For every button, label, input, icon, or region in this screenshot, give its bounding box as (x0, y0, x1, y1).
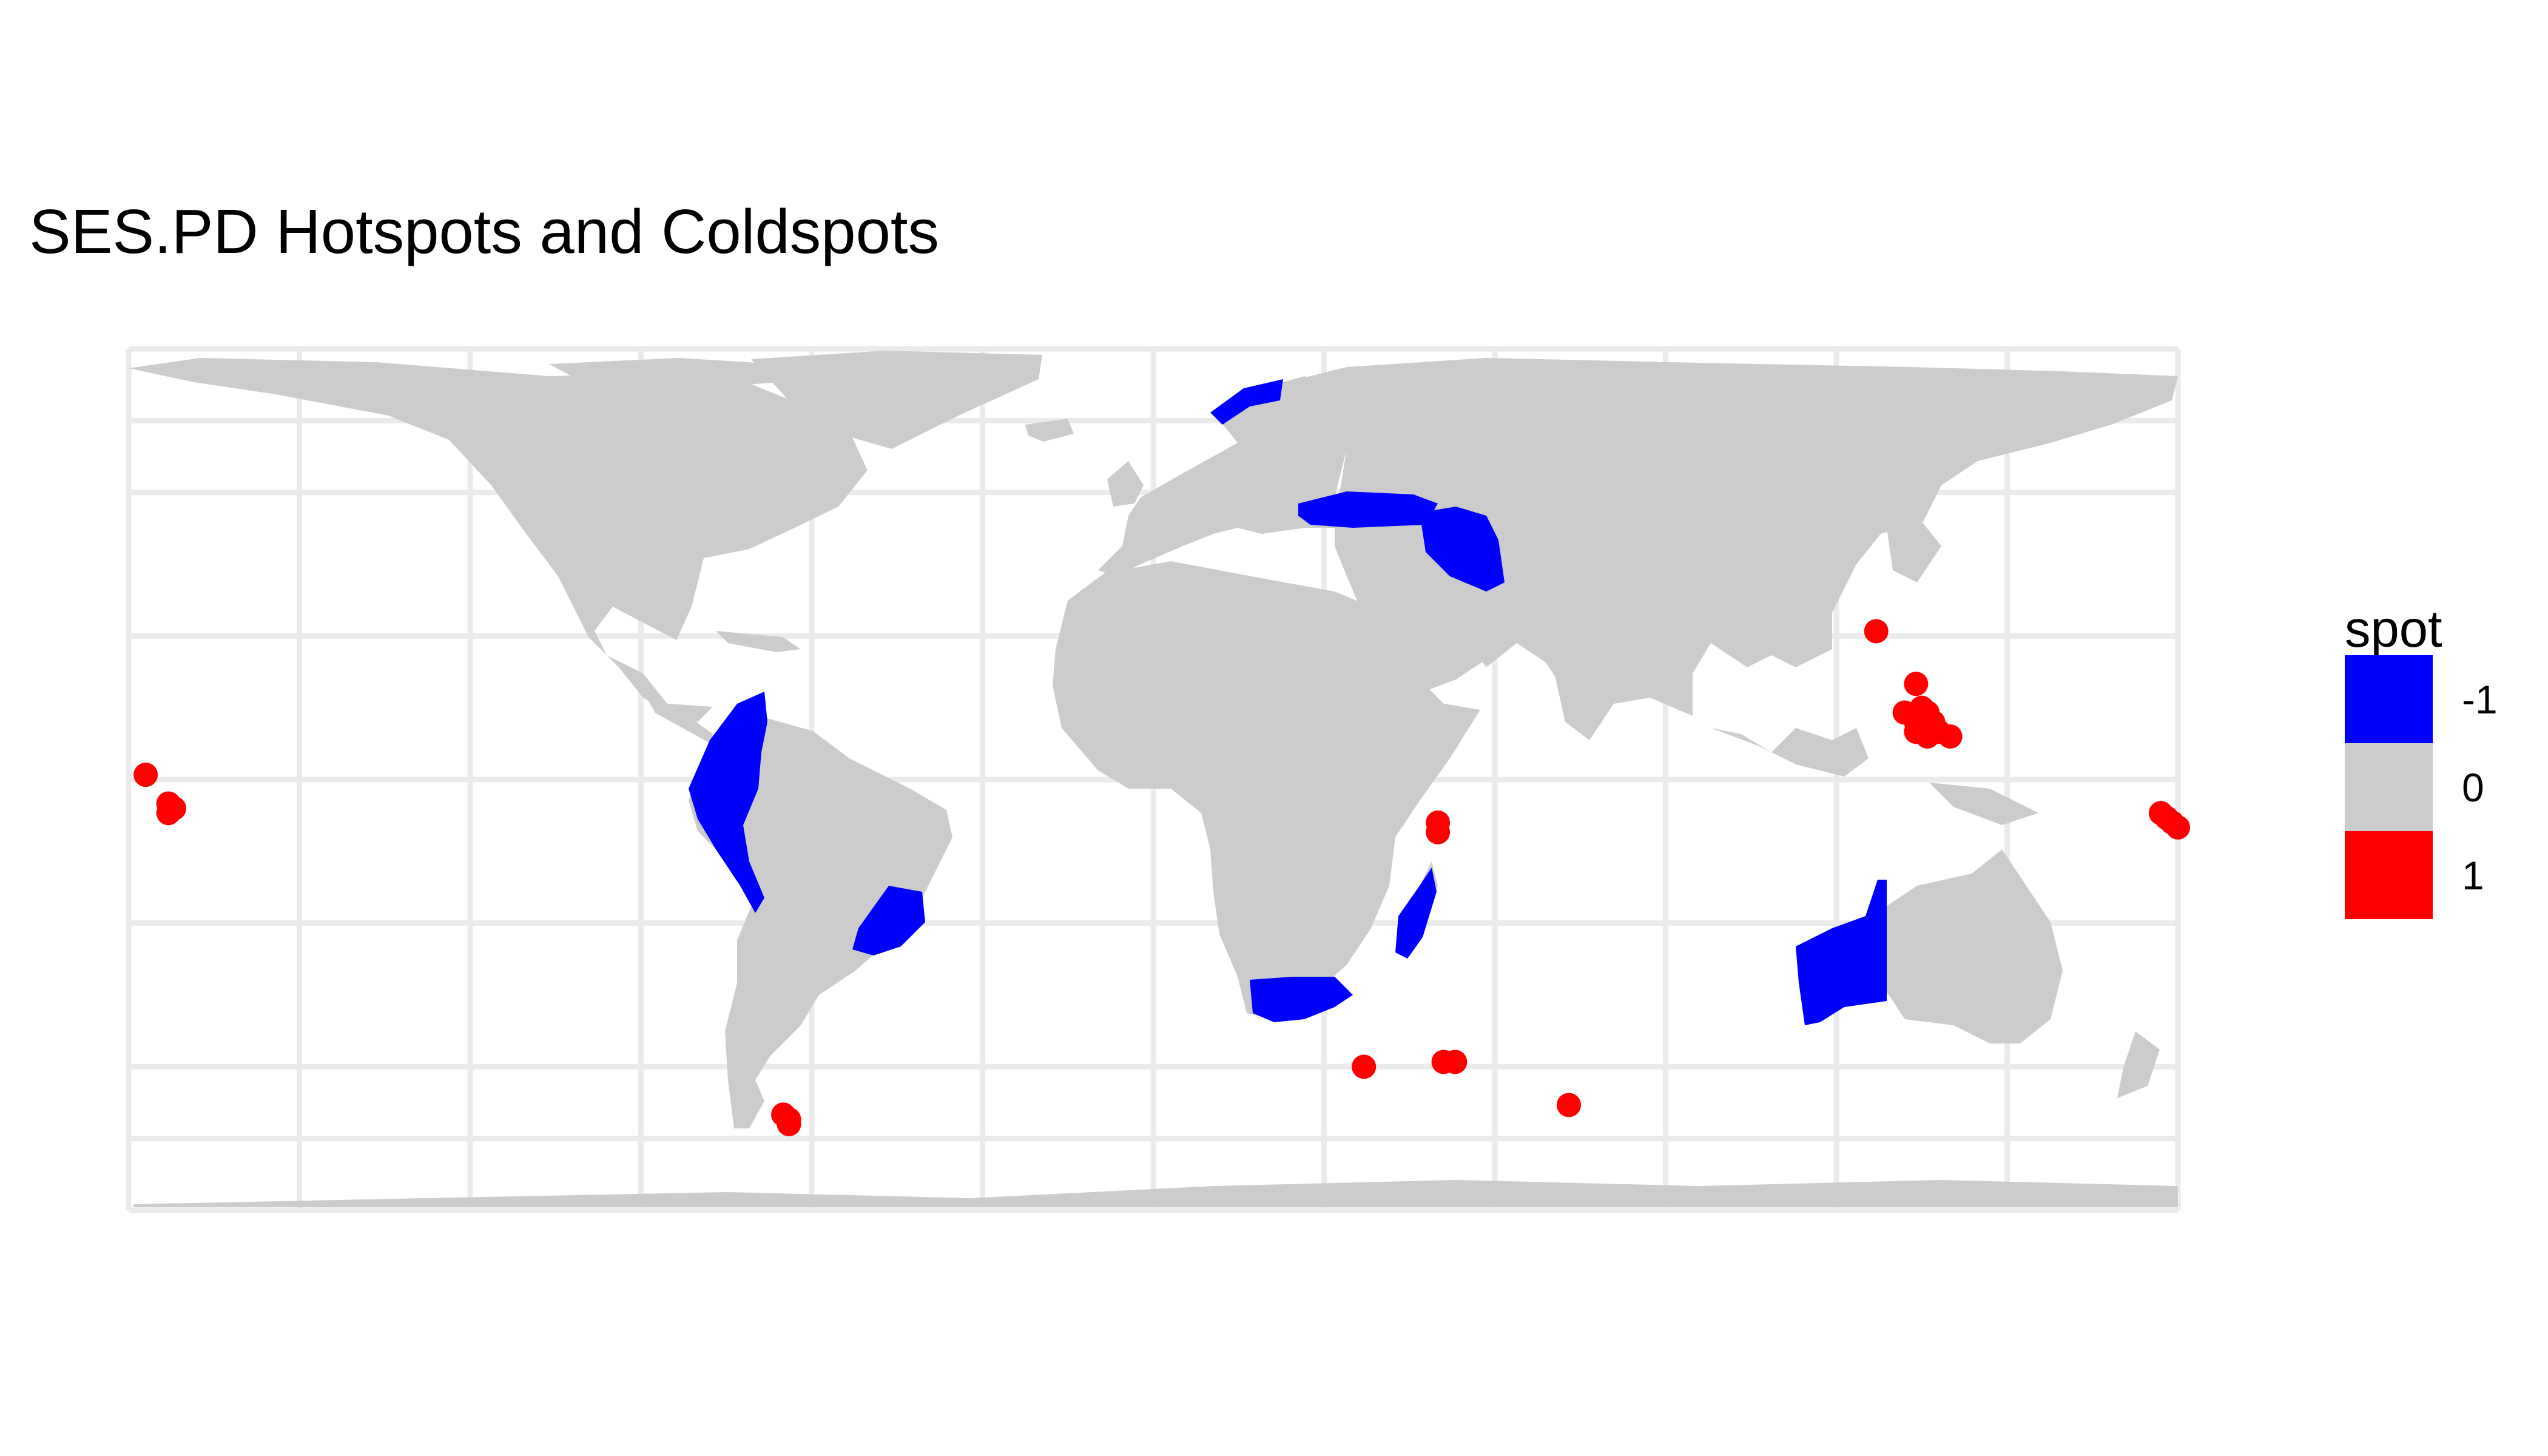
land-asia (1262, 358, 2178, 740)
legend-item-minus-one: -1 (2345, 655, 2498, 743)
coldspot-madagascar (1395, 868, 1437, 959)
legend-swatch-red (2345, 831, 2433, 919)
land-antarctica (133, 1180, 2178, 1207)
land-uk (1107, 461, 1144, 507)
land-india (1517, 607, 1638, 722)
land-africa (1053, 561, 1480, 1019)
land-central-america (643, 692, 713, 743)
hotspot-point (1864, 619, 1889, 644)
coldspot-iran (1420, 507, 1505, 592)
land-greenland (751, 351, 1042, 449)
legend-item-zero: 0 (2345, 743, 2498, 831)
legend-label: 1 (2462, 852, 2484, 898)
land-new-guinea (1929, 783, 2038, 825)
hotspot-point (1938, 724, 1963, 749)
hotspot-point (1426, 820, 1451, 844)
hotspot-point (1556, 1093, 1581, 1117)
land-caribbean (716, 631, 801, 652)
land-iceland (1025, 419, 1074, 442)
hotspot-point (777, 1112, 801, 1136)
land-southeast-asia-islands (1711, 728, 1869, 777)
hotspot-point (2166, 815, 2190, 840)
hotspot-point (1443, 1050, 1468, 1074)
hotspot-points (133, 619, 2190, 1136)
hotspot-point (1921, 710, 1946, 735)
land-south-america (689, 716, 952, 1128)
coldspot-se-brazil (852, 886, 925, 956)
land-europe (1098, 376, 1347, 576)
legend: spot -1 0 1 (2345, 604, 2498, 919)
legend-swatch-blue (2345, 655, 2433, 743)
coldspot-western-australia (1796, 880, 1887, 1025)
legend-label: -1 (2462, 676, 2498, 722)
land-masses (129, 351, 2178, 1207)
legend-swatch-grey (2345, 743, 2433, 831)
legend-label: 0 (2462, 764, 2484, 810)
coldspot-scandinavia (1210, 379, 1283, 425)
land-north-america (129, 358, 868, 722)
hotspot-point (1352, 1054, 1377, 1079)
coldspot-south-africa (1250, 977, 1353, 1022)
coldspot-regions (689, 379, 1887, 1025)
land-australia (1881, 849, 2063, 1043)
coldspot-andes (689, 692, 767, 913)
land-japan (1887, 516, 1941, 582)
map-title: SES.PD Hotspots and Coldspots (29, 197, 939, 266)
land-arabia (1347, 558, 1492, 698)
hotspot-point (162, 796, 187, 821)
land-arctic-islands (549, 358, 783, 388)
coldspot-turkey (1298, 491, 1438, 528)
legend-item-one: 1 (2345, 831, 2498, 919)
hotspot-point (133, 763, 158, 787)
legend-title: spot (2345, 601, 2442, 658)
hotspot-point (1904, 672, 1929, 696)
land-new-zealand (2117, 1031, 2160, 1098)
